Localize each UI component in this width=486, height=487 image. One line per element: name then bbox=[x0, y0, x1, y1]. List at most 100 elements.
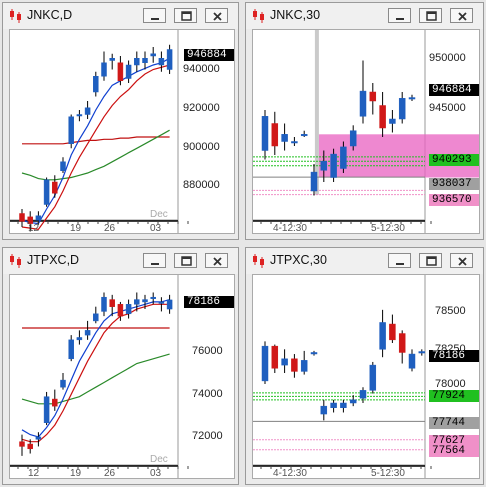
minimize-icon bbox=[396, 263, 404, 265]
candle-body bbox=[117, 62, 124, 81]
candle-body bbox=[76, 337, 83, 341]
window-titlebar[interactable]: JTPXC,D bbox=[3, 248, 238, 274]
minimize-icon bbox=[396, 18, 404, 20]
candlestick-chart[interactable] bbox=[253, 30, 480, 234]
restore-button[interactable] bbox=[419, 8, 442, 23]
candle-body bbox=[310, 352, 318, 355]
candle-body bbox=[261, 116, 269, 151]
chart-plot-area[interactable]: 76000 74000 72000 78186 12 19 26 Dec 03 bbox=[9, 274, 235, 479]
x-axis-label: 26 bbox=[104, 468, 116, 479]
close-button[interactable] bbox=[450, 8, 473, 23]
y-axis-label: 900000 bbox=[183, 141, 220, 153]
candle-body bbox=[150, 53, 156, 57]
restore-icon bbox=[426, 256, 437, 266]
candle-body bbox=[261, 345, 269, 382]
candle-body bbox=[109, 299, 115, 307]
close-button[interactable] bbox=[450, 253, 473, 268]
candle-body bbox=[300, 360, 308, 372]
candle-body bbox=[359, 90, 367, 117]
candle-body bbox=[281, 358, 288, 366]
candle-body bbox=[340, 146, 347, 169]
candle-body bbox=[125, 304, 132, 315]
candle-body bbox=[84, 107, 91, 115]
candle-body bbox=[389, 118, 396, 124]
minimize-button[interactable] bbox=[388, 8, 411, 23]
candle-body bbox=[158, 301, 165, 304]
candle-body bbox=[166, 49, 173, 70]
x-axis-label: 03 bbox=[150, 468, 162, 479]
y-axis-label: 950000 bbox=[429, 52, 466, 64]
chart-window-jnkc-30[interactable]: JNKC,30 950000 945000 946884 940293 9380… bbox=[245, 2, 484, 240]
candle-body bbox=[320, 405, 328, 415]
window-titlebar[interactable]: JNKC,30 bbox=[246, 3, 483, 29]
candle-body bbox=[398, 333, 406, 353]
minimize-button[interactable] bbox=[143, 253, 166, 268]
minimize-icon bbox=[151, 18, 159, 20]
candle-body bbox=[271, 345, 279, 369]
candle-body bbox=[379, 105, 386, 129]
price-tag: 77627 bbox=[429, 435, 479, 447]
restore-icon bbox=[181, 11, 192, 21]
y-axis-label: 880000 bbox=[183, 179, 220, 191]
candle-body bbox=[408, 353, 416, 369]
candle-body bbox=[150, 296, 156, 299]
y-axis-label: 72000 bbox=[192, 430, 223, 442]
candle-body bbox=[330, 153, 337, 178]
candle-body bbox=[359, 390, 367, 399]
ma-flat-line bbox=[22, 136, 170, 145]
x-axis-label: 19 bbox=[70, 223, 82, 234]
restore-button[interactable] bbox=[419, 253, 442, 268]
candle-body bbox=[93, 76, 99, 93]
window-titlebar[interactable]: JTPXC,30 bbox=[246, 248, 483, 274]
candle-body bbox=[101, 296, 107, 312]
candlestick-chart[interactable] bbox=[10, 30, 235, 234]
candlestick-chart[interactable] bbox=[253, 275, 480, 479]
chart-plot-area[interactable]: 940000 920000 900000 880000 946884 12 19… bbox=[9, 29, 235, 234]
chart-plot-area[interactable]: 950000 945000 946884 940293 938037 93657… bbox=[252, 29, 480, 234]
price-tag: 946884 bbox=[184, 49, 234, 61]
candle-body bbox=[349, 399, 357, 404]
chart-window-jtpxc-d[interactable]: JTPXC,D 76000 74000 72000 78186 12 19 26… bbox=[2, 247, 239, 485]
chart-window-jtpxc-30[interactable]: JTPXC,30 78500 78250 78000 78186 77924 7… bbox=[245, 247, 484, 485]
close-icon bbox=[458, 257, 467, 266]
candle-body bbox=[408, 97, 416, 100]
restore-button[interactable] bbox=[174, 8, 197, 23]
candle-body bbox=[68, 116, 74, 144]
window-titlebar[interactable]: JNKC,D bbox=[3, 3, 238, 29]
x-axis-label: 19 bbox=[70, 468, 82, 479]
price-tag: 946884 bbox=[429, 84, 479, 96]
candle-body bbox=[43, 179, 50, 205]
restore-button[interactable] bbox=[174, 253, 197, 268]
candle-body bbox=[142, 58, 148, 63]
minimize-button[interactable] bbox=[388, 253, 411, 268]
chart-window-icon bbox=[253, 254, 264, 268]
candle-body bbox=[27, 443, 33, 450]
candle-body bbox=[76, 114, 83, 117]
window-title: JTPXC,30 bbox=[270, 253, 327, 267]
minimize-button[interactable] bbox=[143, 8, 166, 23]
candle-body bbox=[142, 299, 148, 303]
x-axis-label: Dec bbox=[150, 209, 168, 220]
close-button[interactable] bbox=[205, 8, 228, 23]
close-button[interactable] bbox=[205, 253, 228, 268]
candle-body bbox=[310, 171, 318, 192]
x-axis-label: 12 bbox=[28, 223, 40, 234]
chart-plot-area[interactable]: 78500 78250 78000 78186 77924 77744 7762… bbox=[252, 274, 480, 479]
candlestick-chart[interactable] bbox=[10, 275, 235, 479]
restore-icon bbox=[181, 256, 192, 266]
x-axis-label: Dec bbox=[150, 454, 168, 465]
price-tag: 940293 bbox=[429, 154, 479, 166]
ma-red-line bbox=[21, 64, 170, 230]
x-axis-label: 4-12:30 bbox=[273, 468, 307, 479]
price-tag: 77924 bbox=[429, 390, 479, 402]
chart-window-jnkc-d[interactable]: JNKC,D 940000 920000 900000 880000 94688… bbox=[2, 2, 239, 240]
price-tag: 77744 bbox=[429, 417, 479, 429]
candle-body bbox=[291, 358, 298, 372]
candle-body bbox=[52, 398, 58, 407]
restore-icon bbox=[426, 11, 437, 21]
close-icon bbox=[213, 12, 222, 21]
candle-body bbox=[271, 123, 279, 147]
candle-body bbox=[330, 402, 337, 408]
price-tag: 77564 bbox=[429, 445, 479, 457]
candle-body bbox=[349, 130, 357, 147]
